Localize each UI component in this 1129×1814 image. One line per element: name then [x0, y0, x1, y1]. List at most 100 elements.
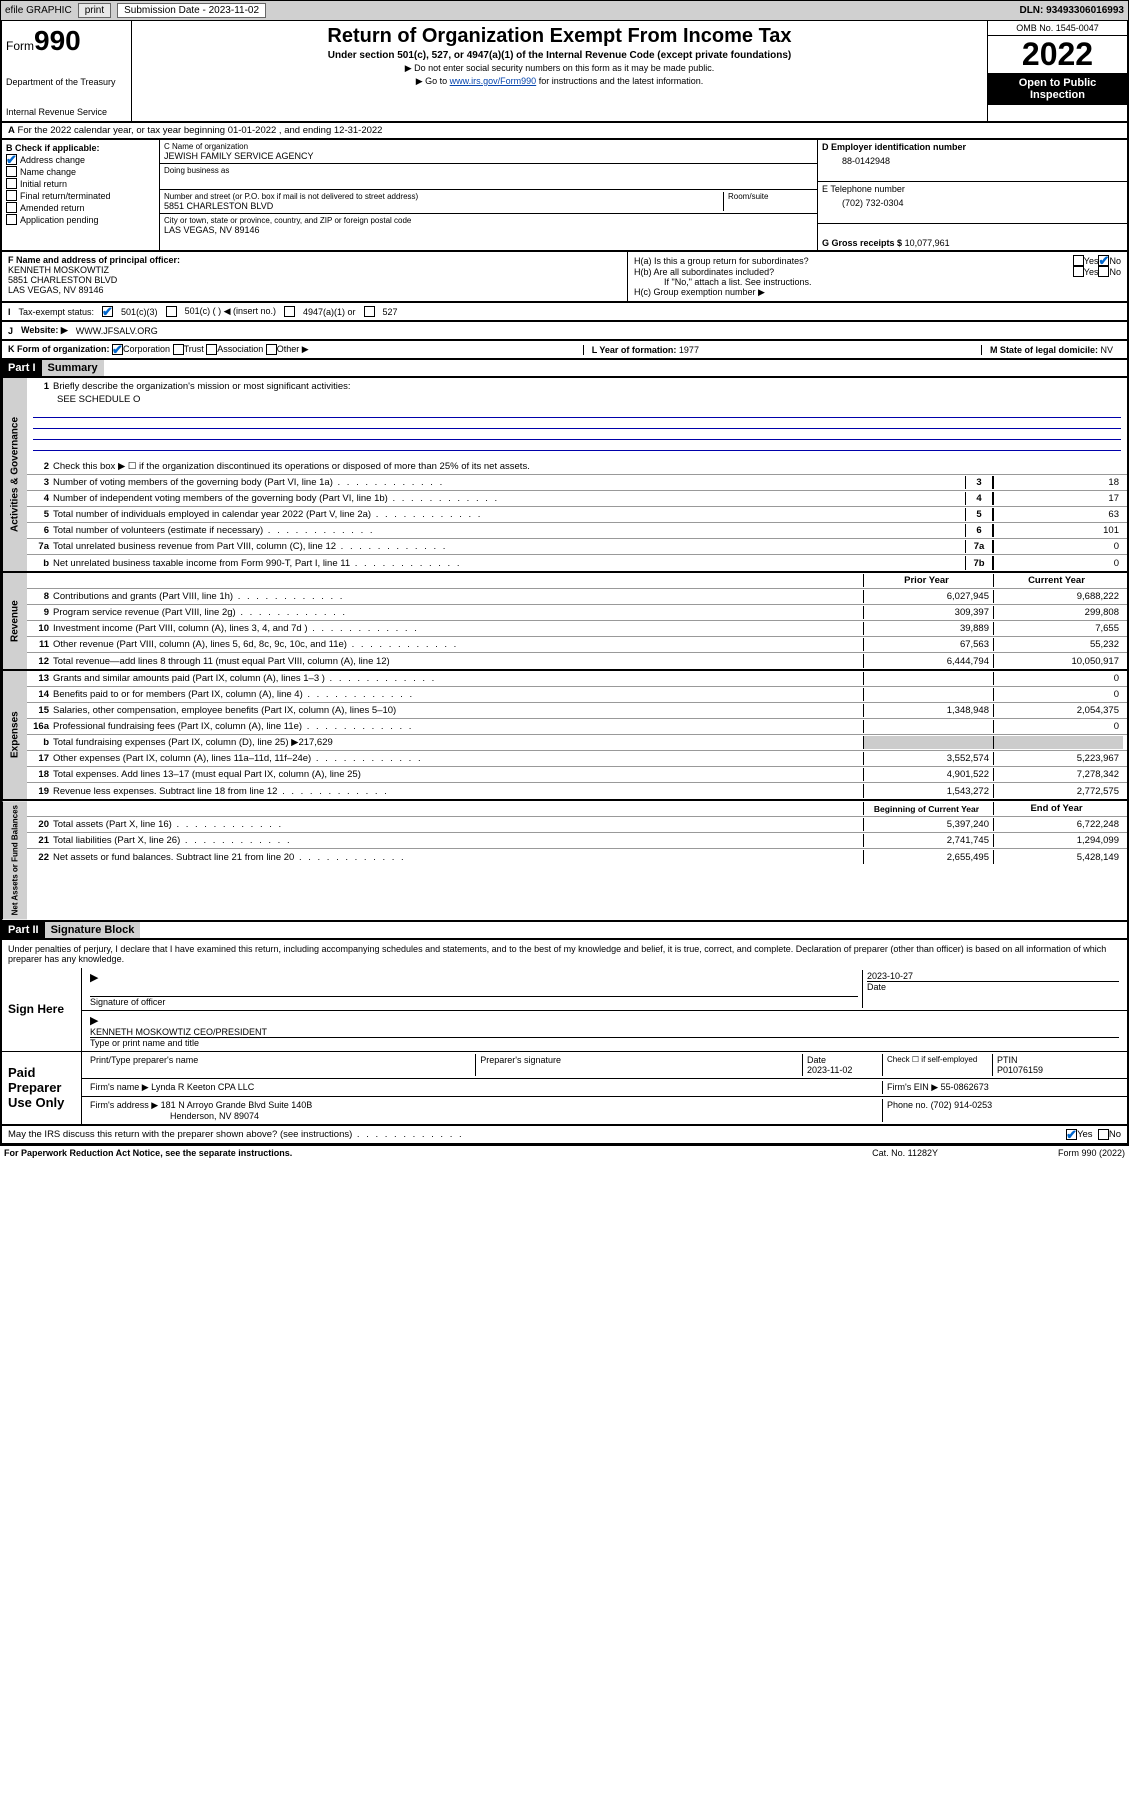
self-emp: Check ☐ if self-employed [883, 1054, 993, 1076]
i-label: Tax-exempt status: [19, 307, 95, 317]
c13: 0 [993, 672, 1123, 685]
v6: 101 [993, 524, 1123, 537]
l16a: Professional fundraising fees (Part IX, … [53, 721, 863, 732]
discuss-yes[interactable] [1066, 1129, 1077, 1140]
part1-title: Summary [42, 360, 104, 376]
block-f-h: F Name and address of principal officer:… [0, 252, 1129, 303]
l18: Total expenses. Add lines 13–17 (must eq… [53, 769, 863, 780]
other-check[interactable] [266, 344, 277, 355]
p11: 67,563 [863, 638, 993, 651]
name-change-label: Name change [20, 167, 76, 177]
irs-link[interactable]: www.irs.gov/Form990 [450, 76, 537, 86]
p20: 5,397,240 [863, 818, 993, 831]
p16a [863, 720, 993, 733]
c-label: C Name of organization [164, 142, 813, 151]
irs-label: Internal Revenue Service [6, 107, 127, 117]
trust-check[interactable] [173, 344, 184, 355]
addr-change-label: Address change [20, 155, 85, 165]
p22: 2,655,495 [863, 850, 993, 864]
section-a-grid: B Check if applicable: Address change Na… [0, 140, 1129, 252]
initial-check[interactable] [6, 178, 17, 189]
subtitle-1: Under section 501(c), 527, or 4947(a)(1)… [140, 50, 979, 61]
l20: Total assets (Part X, line 16) [53, 819, 863, 830]
v5: 63 [993, 508, 1123, 521]
501c-label: 501(c) ( ) ◀ (insert no.) [185, 306, 276, 317]
e-label: E Telephone number [822, 184, 1123, 194]
exp-section: Expenses 13Grants and similar amounts pa… [0, 671, 1129, 801]
sign-here-block: Sign Here ▶Signature of officer 2023-10-… [0, 968, 1129, 1126]
4947-check[interactable] [284, 306, 295, 317]
amended-check[interactable] [6, 202, 17, 213]
name-change-check[interactable] [6, 166, 17, 177]
paid-preparer-label: Paid Preparer Use Only [2, 1052, 82, 1124]
name-title-label: Type or print name and title [90, 1037, 1119, 1048]
sig-date: 2023-10-27 [867, 971, 1119, 981]
phone: (702) 732-0304 [822, 194, 1123, 208]
501c3-label: 501(c)(3) [121, 307, 158, 317]
l5-label: Total number of individuals employed in … [53, 509, 965, 520]
ein: 88-0142948 [822, 152, 1123, 166]
city-label: City or town, state or province, country… [164, 216, 813, 225]
footer: For Paperwork Reduction Act Notice, see … [0, 1145, 1129, 1160]
ptin-label: PTIN [997, 1055, 1119, 1065]
final-check[interactable] [6, 190, 17, 201]
part2-title: Signature Block [45, 922, 141, 938]
sub3-pre: ▶ Go to [416, 76, 450, 86]
ha-no[interactable] [1098, 255, 1109, 266]
corp-check[interactable] [112, 344, 123, 355]
assoc-check[interactable] [206, 344, 217, 355]
tax-year-range: For the 2022 calendar year, or tax year … [18, 125, 383, 136]
omb-number: OMB No. 1545-0047 [988, 21, 1127, 36]
other-label: Other ▶ [277, 344, 309, 354]
sig-officer-label: Signature of officer [90, 996, 858, 1007]
ha-yes[interactable] [1073, 255, 1084, 266]
hb-yes[interactable] [1073, 266, 1084, 277]
c21: 1,294,099 [993, 834, 1123, 847]
gross-receipts: 10,077,961 [905, 238, 950, 248]
firm-addr: 181 N Arroyo Grande Blvd Suite 140B [161, 1100, 313, 1110]
dba-label: Doing business as [164, 166, 813, 175]
l21: Total liabilities (Part X, line 26) [53, 835, 863, 846]
ha-label: H(a) Is this a group return for subordin… [634, 256, 1073, 266]
c12: 10,050,917 [993, 654, 1123, 668]
p12: 6,444,794 [863, 654, 993, 668]
tax-year: 2022 [988, 36, 1127, 73]
discuss-label: May the IRS discuss this return with the… [8, 1129, 1066, 1140]
501c-check[interactable] [166, 306, 177, 317]
c15: 2,054,375 [993, 704, 1123, 717]
ptin: P01076159 [997, 1065, 1119, 1075]
addr-change-check[interactable] [6, 154, 17, 165]
g-label: G Gross receipts $ [822, 238, 902, 248]
net-section: Net Assets or Fund Balances Beginning of… [0, 801, 1129, 921]
hc-label: H(c) Group exemption number ▶ [634, 287, 1121, 298]
v4: 17 [993, 492, 1123, 505]
efile-label: efile GRAPHIC [5, 5, 72, 16]
l7b-label: Net unrelated business taxable income fr… [53, 558, 965, 569]
prep-sig-label: Preparer's signature [476, 1054, 803, 1076]
c14: 0 [993, 688, 1123, 701]
no-1: No [1109, 256, 1121, 266]
l7a-label: Total unrelated business revenue from Pa… [53, 541, 965, 552]
print-button[interactable]: print [78, 3, 111, 18]
form-number: 990 [34, 25, 81, 56]
b-label: B Check if applicable: [6, 143, 155, 153]
hb-no[interactable] [1098, 266, 1109, 277]
527-check[interactable] [364, 306, 375, 317]
officer-sig-name: KENNETH MOSKOWTIZ CEO/PRESIDENT [90, 1027, 1119, 1037]
p17: 3,552,574 [863, 752, 993, 765]
pending-check[interactable] [6, 214, 17, 225]
l17: Other expenses (Part IX, column (A), lin… [53, 753, 863, 764]
c20: 6,722,248 [993, 818, 1123, 831]
firm-addr-label: Firm's address ▶ [90, 1100, 158, 1110]
501c3-check[interactable] [102, 306, 113, 317]
part2-tag: Part II [2, 922, 45, 938]
p8: 6,027,945 [863, 590, 993, 603]
year-formation: 1977 [679, 345, 699, 355]
pra-notice: For Paperwork Reduction Act Notice, see … [4, 1148, 872, 1158]
c16a: 0 [993, 720, 1123, 733]
discuss-no[interactable] [1098, 1129, 1109, 1140]
l9: Program service revenue (Part VIII, line… [53, 607, 863, 618]
527-label: 527 [383, 307, 398, 317]
amended-label: Amended return [20, 203, 85, 213]
c16b-shade [993, 736, 1123, 749]
